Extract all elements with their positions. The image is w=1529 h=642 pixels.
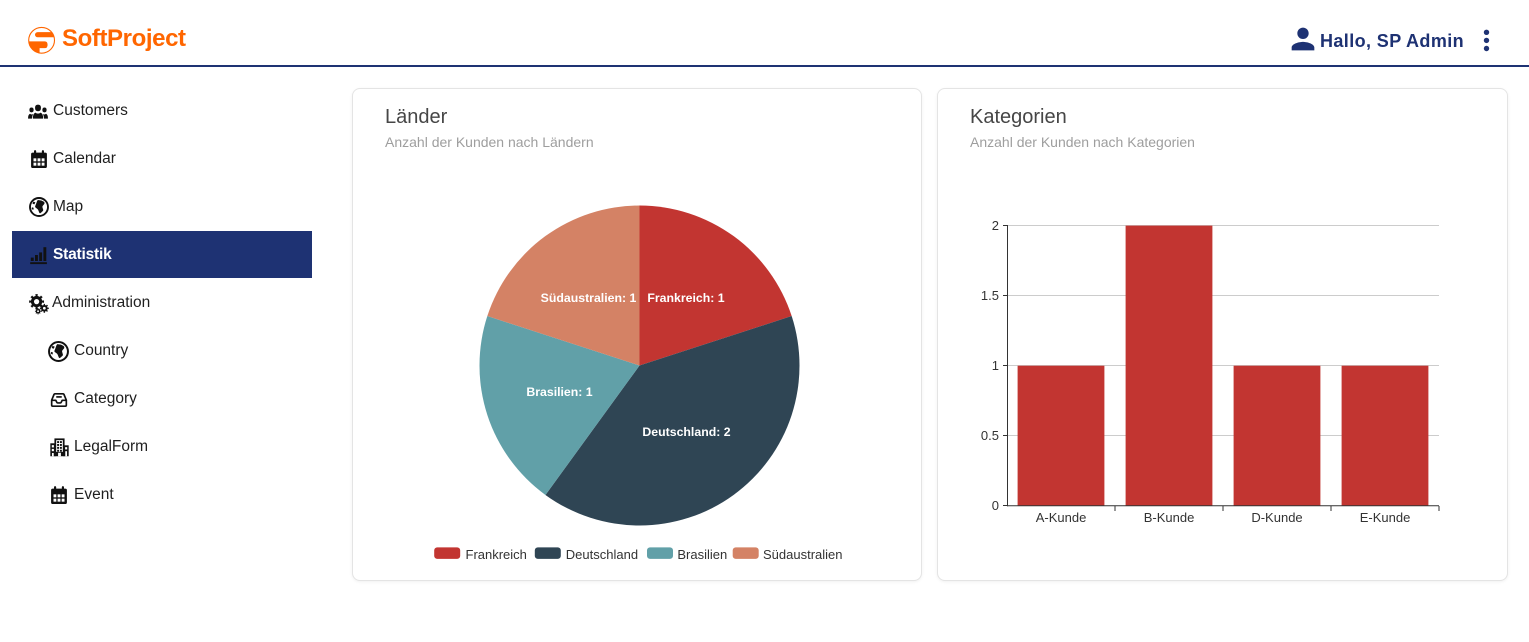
svg-text:Brasilien: Brasilien [677, 547, 727, 562]
svg-text:0: 0 [992, 498, 999, 513]
svg-text:Brasilien: 1: Brasilien: 1 [526, 385, 592, 399]
svg-text:0.5: 0.5 [981, 428, 999, 443]
svg-text:D-Kunde: D-Kunde [1251, 510, 1302, 525]
svg-text:1: 1 [992, 358, 999, 373]
svg-text:Frankreich: Frankreich [466, 547, 527, 562]
svg-text:Deutschland: Deutschland [566, 547, 638, 562]
svg-text:B-Kunde: B-Kunde [1144, 510, 1195, 525]
svg-text:E-Kunde: E-Kunde [1360, 510, 1411, 525]
svg-text:A-Kunde: A-Kunde [1036, 510, 1087, 525]
svg-text:Südaustralien: 1: Südaustralien: 1 [541, 291, 637, 305]
svg-text:Frankreich: 1: Frankreich: 1 [647, 291, 724, 305]
svg-text:Deutschland: 2: Deutschland: 2 [642, 425, 730, 439]
svg-text:1.5: 1.5 [981, 288, 999, 303]
svg-text:Südaustralien: Südaustralien [763, 547, 843, 562]
svg-text:2: 2 [992, 218, 999, 233]
